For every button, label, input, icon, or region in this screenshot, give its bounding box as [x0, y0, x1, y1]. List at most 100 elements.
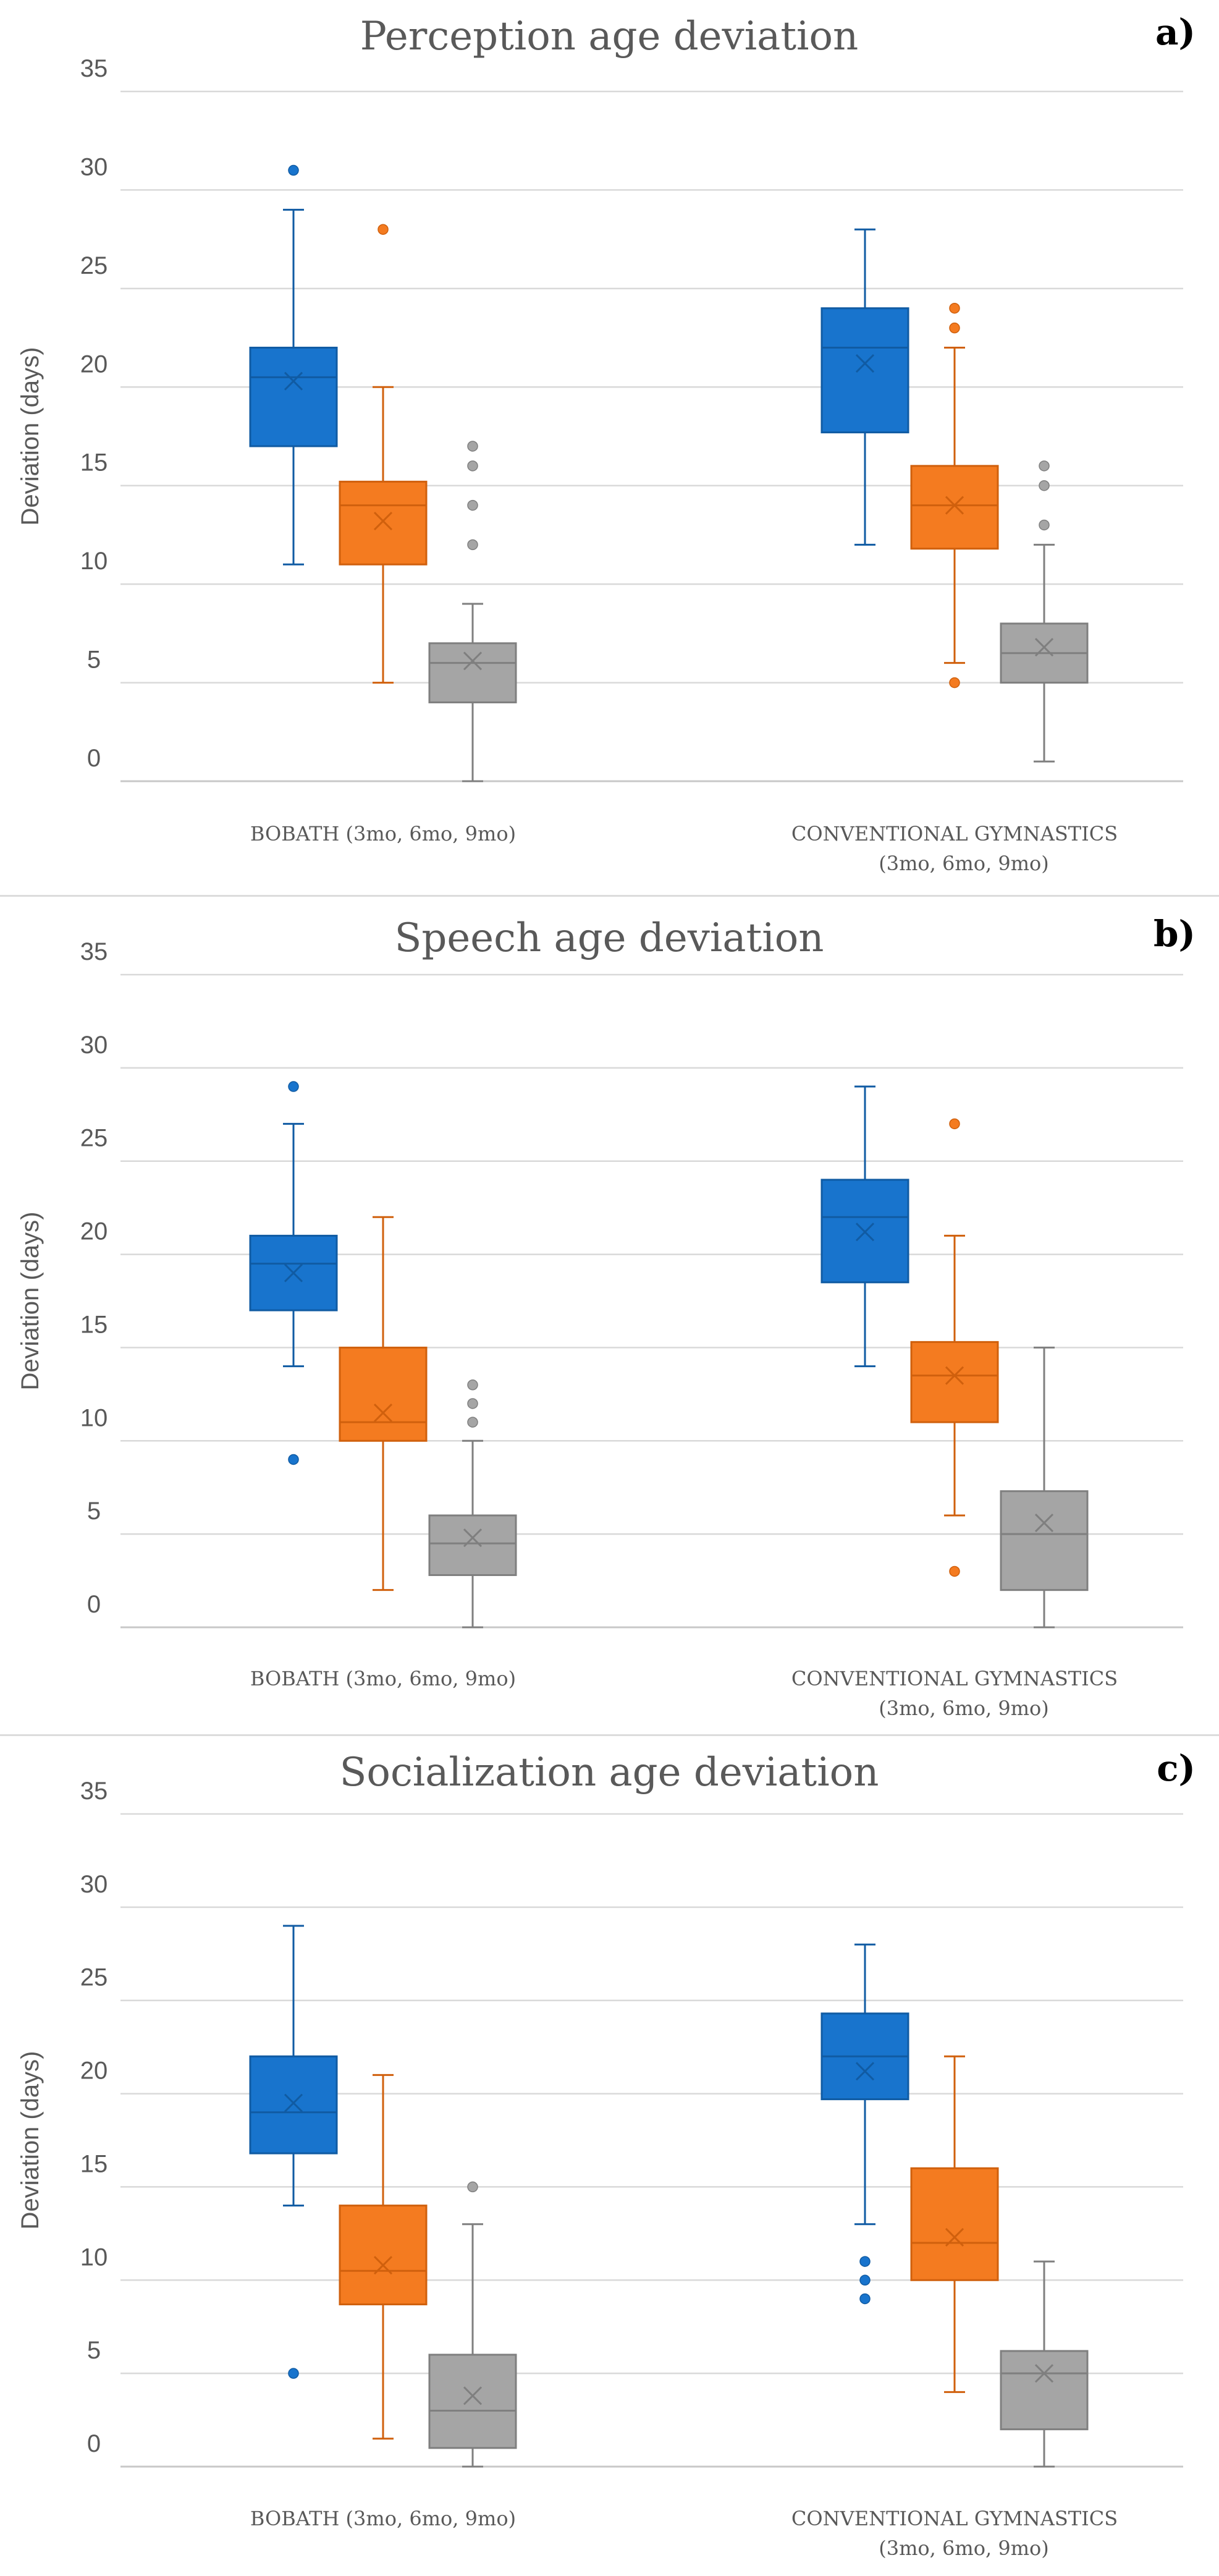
y-tick-label: 0 — [87, 2430, 101, 2457]
outlier-point — [288, 164, 299, 176]
outlier-point — [467, 441, 478, 452]
box-plot-group-1-series-1 — [249, 1081, 338, 1465]
outlier-point — [949, 302, 960, 314]
outlier-point — [1039, 480, 1050, 491]
outlier-point — [378, 224, 389, 235]
box-plot-group-1-series-3 — [428, 441, 517, 782]
outlier-point — [467, 539, 478, 551]
y-tick-label: 0 — [87, 1591, 101, 1618]
outlier-point — [288, 1454, 299, 1465]
box-plot-group-2-series-3 — [1000, 460, 1089, 763]
box-plot-group-1-series-3 — [428, 2181, 517, 2468]
chart-panel-c: Socialization age deviation c) Deviation (… — [0, 1736, 1219, 2576]
iqr-box — [1000, 2350, 1089, 2431]
chart-svg-b: Speech age deviation b) Deviation (days) 0 5… — [17, 913, 1196, 1720]
iqr-box — [339, 480, 428, 566]
iqr-box — [428, 2354, 517, 2449]
box-plot-group-2-series-2 — [910, 2055, 999, 2393]
outlier-point — [1039, 519, 1050, 531]
mean-marker — [945, 2227, 964, 2247]
panel-divider — [0, 895, 1219, 897]
outlier-point — [467, 499, 478, 511]
iqr-box — [249, 2055, 338, 2154]
x-category-label: CONVENTIONAL GYMNASTICS — [791, 1667, 1118, 1690]
chart-panel-a: Perception age deviation a) Deviation (day… — [0, 0, 1219, 895]
outlier-point — [949, 1118, 960, 1130]
panel-label: c) — [1157, 1747, 1196, 1789]
y-tick-label: 15 — [80, 449, 108, 477]
mean-marker — [1034, 638, 1054, 657]
outlier-point — [949, 1566, 960, 1577]
box-plot-group-1-series-2 — [339, 2074, 428, 2440]
x-category-label: BOBATH (3mo, 6mo, 9mo) — [250, 822, 516, 845]
mean-marker — [373, 1403, 393, 1423]
y-tick-label: 20 — [80, 2057, 108, 2085]
mean-marker — [373, 512, 393, 531]
y-tick-label: 20 — [80, 1218, 108, 1245]
y-axis-title: Deviation (days) — [17, 2051, 44, 2229]
panel-label: a) — [1155, 11, 1196, 53]
y-tick-label: 30 — [80, 1871, 108, 1898]
outlier-point — [288, 1081, 299, 1092]
box-plot-group-2-series-2 — [910, 1118, 999, 1577]
y-tick-label: 0 — [87, 745, 101, 772]
iqr-box — [339, 1346, 428, 1442]
outlier-point — [467, 2181, 478, 2193]
mean-marker — [945, 1366, 964, 1385]
mean-marker — [463, 651, 483, 671]
box-plot-group-1-series-1 — [249, 1925, 338, 2379]
chart-title: Perception age deviation — [360, 14, 859, 59]
mean-marker — [1034, 2364, 1054, 2383]
mean-marker — [284, 371, 303, 391]
x-category-label: (3mo, 6mo, 9mo) — [879, 2536, 1049, 2560]
outlier-point — [1039, 460, 1050, 472]
outlier-point — [859, 2293, 871, 2305]
x-category-label: (3mo, 6mo, 9mo) — [879, 852, 1049, 875]
mean-marker — [284, 2093, 303, 2112]
y-tick-label: 10 — [80, 2243, 108, 2271]
iqr-box — [910, 2167, 999, 2281]
chart-svg-c: Socialization age deviation c) Deviation (… — [17, 1747, 1196, 2560]
y-tick-label: 35 — [80, 55, 108, 82]
mean-marker — [373, 2256, 393, 2275]
outlier-point — [467, 1379, 478, 1391]
outlier-point — [859, 2274, 871, 2286]
x-category-label: CONVENTIONAL GYMNASTICS — [791, 822, 1118, 845]
box-plot-group-2-series-3 — [1000, 1346, 1089, 1629]
mean-marker — [284, 1263, 303, 1282]
panel-divider — [0, 1734, 1219, 1736]
x-category-label: BOBATH (3mo, 6mo, 9mo) — [250, 2507, 516, 2530]
y-tick-label: 25 — [80, 1125, 108, 1152]
panel-label: b) — [1154, 913, 1196, 955]
y-tick-label: 10 — [80, 548, 108, 575]
y-tick-label: 5 — [87, 646, 101, 674]
outlier-point — [949, 322, 960, 334]
mean-marker — [855, 1222, 875, 1242]
box-plot-group-2-series-1 — [820, 228, 909, 546]
x-category-label: (3mo, 6mo, 9mo) — [879, 1697, 1049, 1720]
mean-marker — [1034, 1513, 1054, 1533]
box-plot-group-1-series-1 — [249, 164, 338, 566]
y-tick-label: 35 — [80, 1777, 108, 1805]
y-tick-label: 35 — [80, 938, 108, 965]
y-tick-label: 25 — [80, 1964, 108, 1991]
outlier-point — [288, 2368, 299, 2379]
outlier-point — [467, 1398, 478, 1409]
box-plot-group-2-series-2 — [910, 302, 999, 688]
y-axis-title: Deviation (days) — [17, 1211, 44, 1390]
y-tick-label: 30 — [80, 153, 108, 180]
iqr-box — [249, 347, 338, 447]
iqr-box — [428, 642, 517, 703]
iqr-box — [428, 1514, 517, 1577]
iqr-box — [910, 1341, 999, 1423]
mean-marker — [463, 1528, 483, 1548]
mean-marker — [945, 496, 964, 515]
chart-title: Socialization age deviation — [340, 1750, 879, 1795]
y-tick-label: 5 — [87, 2337, 101, 2364]
y-tick-label: 20 — [80, 350, 108, 378]
box-plot-group-1-series-3 — [428, 1379, 517, 1629]
iqr-box — [910, 465, 999, 550]
outlier-point — [859, 2256, 871, 2267]
box-plot-group-2-series-3 — [1000, 2260, 1089, 2468]
iqr-box — [820, 307, 909, 434]
